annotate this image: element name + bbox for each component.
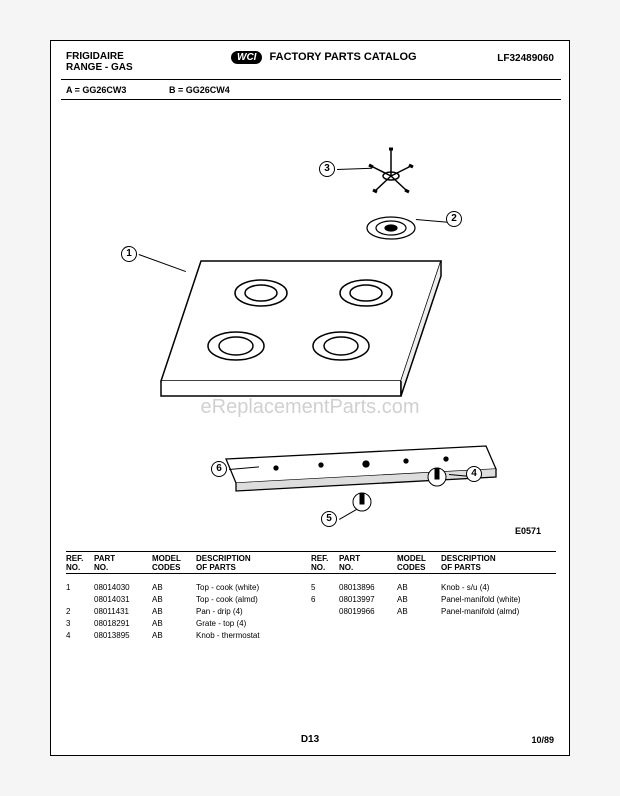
cell-ref: 6 bbox=[311, 594, 339, 606]
cell-part: 08013997 bbox=[339, 594, 397, 606]
part-drip-pan bbox=[366, 216, 416, 241]
diagram-code: E0571 bbox=[515, 526, 541, 536]
cell-ref: 3 bbox=[66, 618, 94, 630]
cell-model: AB bbox=[152, 618, 196, 630]
table-row: 508013896ABKnob - s/u (4) bbox=[311, 582, 556, 594]
rule-line bbox=[61, 79, 561, 80]
cell-ref bbox=[66, 594, 94, 606]
callout-5: 5 bbox=[321, 511, 337, 527]
table-left-column: 108014030ABTop - cook (white)08014031ABT… bbox=[66, 582, 311, 642]
model-a: A = GG26CW3 bbox=[66, 85, 126, 95]
cell-part: 08018291 bbox=[94, 618, 152, 630]
part-manifold-panel bbox=[221, 441, 501, 496]
cell-desc: Grate - top (4) bbox=[196, 618, 311, 630]
leader-line bbox=[416, 219, 448, 223]
cell-part: 08013895 bbox=[94, 630, 152, 642]
table-row: 08014031ABTop - cook (almd) bbox=[66, 594, 311, 606]
table-row: 108014030ABTop - cook (white) bbox=[66, 582, 311, 594]
cell-ref: 1 bbox=[66, 582, 94, 594]
cell-ref bbox=[311, 606, 339, 618]
cell-model: AB bbox=[152, 630, 196, 642]
cell-desc: Pan - drip (4) bbox=[196, 606, 311, 618]
page-number: D13 bbox=[301, 734, 319, 745]
part-knob-thermostat bbox=[426, 466, 448, 488]
callout-1: 1 bbox=[121, 246, 137, 262]
part-grate bbox=[361, 141, 421, 201]
cell-ref: 4 bbox=[66, 630, 94, 642]
cell-model: AB bbox=[152, 594, 196, 606]
document-number: LF32489060 bbox=[497, 53, 554, 64]
callout-4: 4 bbox=[466, 466, 482, 482]
cell-desc: Panel-manifold (white) bbox=[441, 594, 556, 606]
rule-line bbox=[66, 551, 556, 552]
cell-model: AB bbox=[152, 606, 196, 618]
catalog-page: FRIGIDAIRE RANGE - GAS WCI FACTORY PARTS… bbox=[50, 40, 570, 756]
cell-part: 08019966 bbox=[339, 606, 397, 618]
exploded-diagram: 1 2 3 4 5 6 E0571 bbox=[61, 111, 561, 541]
cell-desc: Knob - thermostat bbox=[196, 630, 311, 642]
leader-line bbox=[339, 509, 357, 520]
cell-desc: Top - cook (almd) bbox=[196, 594, 311, 606]
page-date: 10/89 bbox=[531, 735, 554, 745]
cell-model: AB bbox=[152, 582, 196, 594]
callout-6: 6 bbox=[211, 461, 227, 477]
model-b: B = GG26CW4 bbox=[169, 85, 230, 95]
part-cooktop bbox=[151, 251, 451, 421]
cell-part: 08014031 bbox=[94, 594, 152, 606]
table-row: 608013997ABPanel-manifold (white) bbox=[311, 594, 556, 606]
cell-model: AB bbox=[397, 606, 441, 618]
callout-3: 3 bbox=[319, 161, 335, 177]
brand-block: FRIGIDAIRE RANGE - GAS bbox=[66, 51, 133, 73]
cell-desc: Knob - s/u (4) bbox=[441, 582, 556, 594]
brand-name: FRIGIDAIRE bbox=[66, 51, 133, 62]
cell-part: 08014030 bbox=[94, 582, 152, 594]
table-headers: REF.NO. PARTNO. MODELCODES DESCRIPTIONOF… bbox=[66, 554, 556, 572]
table-right-column: 508013896ABKnob - s/u (4)608013997ABPane… bbox=[311, 582, 556, 642]
parts-table: REF.NO. PARTNO. MODELCODES DESCRIPTIONOF… bbox=[66, 551, 556, 642]
rule-line bbox=[61, 99, 561, 100]
cell-desc: Panel-manifold (almd) bbox=[441, 606, 556, 618]
cell-ref: 5 bbox=[311, 582, 339, 594]
model-codes: A = GG26CW3 B = GG26CW4 bbox=[66, 85, 230, 95]
table-row: 08019966ABPanel-manifold (almd) bbox=[311, 606, 556, 618]
rule-line bbox=[66, 573, 556, 574]
catalog-title: WCI FACTORY PARTS CATALOG bbox=[231, 51, 417, 64]
cell-part: 08011431 bbox=[94, 606, 152, 618]
table-row: 308018291ABGrate - top (4) bbox=[66, 618, 311, 630]
cell-desc: Top - cook (white) bbox=[196, 582, 311, 594]
table-row: 408013895ABKnob - thermostat bbox=[66, 630, 311, 642]
table-body: 108014030ABTop - cook (white)08014031ABT… bbox=[66, 582, 556, 642]
table-row: 208011431ABPan - drip (4) bbox=[66, 606, 311, 618]
cell-model: AB bbox=[397, 594, 441, 606]
cell-ref: 2 bbox=[66, 606, 94, 618]
cell-part: 08013896 bbox=[339, 582, 397, 594]
catalog-label: FACTORY PARTS CATALOG bbox=[270, 51, 417, 63]
callout-2: 2 bbox=[446, 211, 462, 227]
product-type: RANGE - GAS bbox=[66, 62, 133, 73]
wci-logo: WCI bbox=[231, 51, 262, 64]
cell-model: AB bbox=[397, 582, 441, 594]
